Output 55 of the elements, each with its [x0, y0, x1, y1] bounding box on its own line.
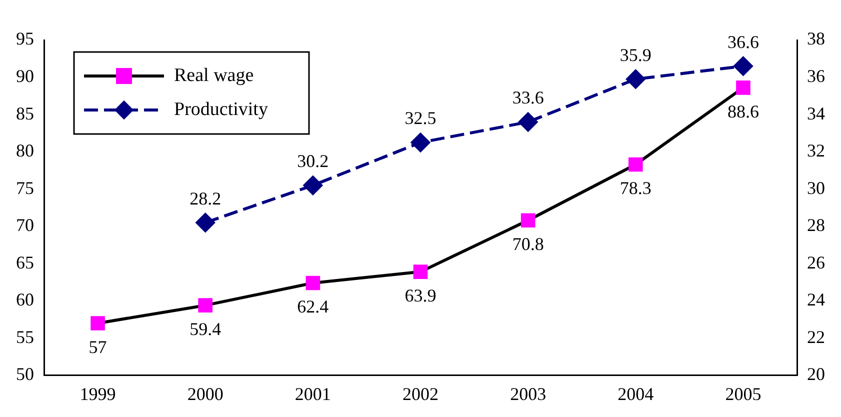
point [734, 56, 753, 76]
data-label: 59.4 [190, 319, 222, 340]
x-tick-label: 2003 [510, 384, 546, 404]
y2-tick-label: 36 [807, 66, 825, 86]
y2-tick-label: 28 [807, 215, 825, 236]
y2-tick-label: 24 [807, 290, 825, 310]
y-tick-label: 50 [16, 364, 34, 384]
x-tick-label: 2004 [618, 384, 654, 404]
y-tick-label: 70 [16, 215, 34, 236]
y2-tick-label: 34 [807, 103, 825, 124]
data-label: 36.6 [727, 32, 759, 52]
y2-tick-label: 26 [807, 252, 825, 272]
data-label: 88.6 [727, 101, 759, 122]
point [520, 213, 536, 228]
point [736, 80, 750, 95]
y2-tick-label: 32 [807, 140, 825, 161]
y2-tick-label: 20 [807, 364, 825, 384]
point [90, 316, 105, 330]
x-tick-label: 2001 [294, 384, 331, 404]
point [303, 176, 322, 195]
x-tick-label: 2005 [725, 384, 762, 404]
data-label: 78.3 [620, 178, 652, 198]
y-tick-label: 55 [16, 326, 34, 347]
y-tick-label: 65 [16, 252, 34, 272]
point [198, 298, 213, 312]
y2-tick-label: 22 [807, 326, 825, 347]
point [411, 132, 430, 152]
y2-tick-label: 38 [807, 28, 825, 49]
data-label: 28.2 [190, 188, 222, 208]
y-tick-label: 90 [16, 66, 34, 86]
y-tick-label: 60 [16, 290, 34, 310]
point [306, 276, 320, 290]
data-label: 33.6 [512, 88, 544, 108]
x-tick-label: 2000 [187, 384, 224, 404]
data-label: 30.2 [297, 151, 329, 172]
legend-label: Real wage [174, 64, 254, 86]
legend-label: Productivity [174, 98, 268, 120]
point [628, 157, 643, 172]
y-tick-label: 95 [16, 28, 34, 49]
data-label: 63.9 [404, 286, 436, 306]
data-label: 32.5 [404, 108, 436, 128]
x-tick-label: 1999 [80, 384, 116, 404]
y-tick-label: 80 [16, 140, 34, 161]
point [196, 213, 215, 232]
point [413, 264, 428, 279]
point [518, 112, 538, 132]
point [626, 70, 646, 89]
y-tick-label: 85 [16, 103, 34, 124]
y2-tick-label: 30 [807, 178, 825, 198]
data-label: 62.4 [297, 296, 329, 317]
x-tick-label: 2002 [402, 384, 438, 404]
data-label: 70.8 [512, 234, 544, 254]
data-label: 57 [88, 336, 107, 357]
y-tick-label: 75 [16, 178, 34, 198]
data-label: 35.9 [620, 44, 652, 65]
